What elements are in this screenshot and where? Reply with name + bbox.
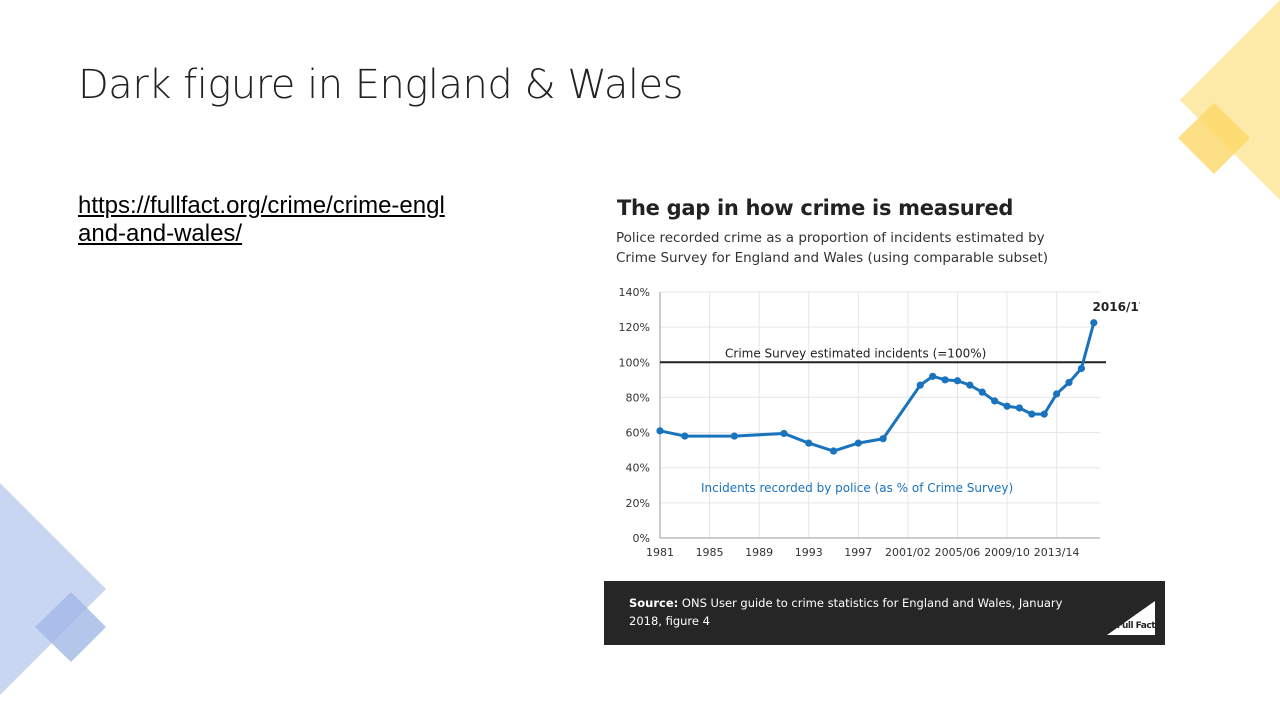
data-point	[953, 377, 962, 385]
data-point	[1003, 402, 1011, 410]
x-tick-label: 2013/14	[1034, 546, 1080, 559]
data-point	[1053, 390, 1061, 398]
data-point	[829, 447, 838, 455]
series-label: Incidents recorded by police (as % of Cr…	[701, 481, 1013, 495]
data-point	[1015, 404, 1024, 412]
deco-diamond-top-right-small	[1178, 103, 1250, 174]
data-point	[1077, 364, 1086, 373]
y-tick-label: 60%	[626, 427, 650, 440]
page-title: Dark figure in England & Wales	[78, 62, 683, 108]
x-tick-label: 2001/02	[885, 546, 931, 559]
data-point	[1065, 378, 1073, 387]
series-incidents-recorded	[656, 319, 1098, 455]
annotation-label: 2016/17	[1093, 300, 1140, 314]
x-tick-label: 1993	[795, 546, 823, 559]
data-point	[656, 427, 664, 435]
y-tick-label: 40%	[626, 462, 650, 475]
x-tick-label: 1989	[745, 546, 773, 559]
full-fact-logo	[1107, 601, 1155, 635]
y-tick-label: 20%	[626, 497, 650, 510]
deco-diamond-bottom-left	[0, 483, 106, 695]
y-tick-label: 120%	[619, 321, 650, 334]
line-chart: 0%20%40%60%80%100%120%140% 1981 1985 1989 1…	[619, 286, 1140, 559]
chart-subtitle: Police recorded crime as a proportion of…	[616, 230, 1048, 266]
data-point	[1040, 410, 1048, 418]
reference-line-label: Crime Survey estimated incidents (=100%)	[725, 346, 986, 360]
data-point	[978, 388, 986, 396]
y-tick-label: 100%	[619, 356, 650, 369]
data-point	[1028, 410, 1036, 418]
chart-title: The gap in how crime is measured	[617, 196, 1014, 220]
source-label: Source:	[629, 596, 679, 610]
data-point	[941, 376, 949, 384]
data-point	[929, 372, 937, 380]
source-citation: Source: ONS User guide to crime statisti…	[629, 594, 1089, 630]
chart-grid	[659, 291, 1100, 539]
x-tick-label: 2009/10	[984, 546, 1030, 559]
full-fact-logo-text: Full Fact	[1116, 621, 1156, 631]
data-point	[916, 381, 924, 389]
data-point	[681, 432, 689, 440]
data-point	[854, 439, 862, 447]
data-point	[879, 435, 887, 443]
data-point	[991, 397, 999, 405]
source-link[interactable]: https://fullfact.org/crime/crime-england…	[78, 192, 445, 247]
deco-diamond-top-right	[1180, 0, 1280, 200]
x-axis-ticks: 1981 1985 1989 1993 1997 2001/02 2005/06 2009/1…	[646, 546, 1079, 559]
y-tick-label: 0%	[633, 532, 650, 545]
x-tick-label: 2005/06	[935, 546, 981, 559]
data-point	[1090, 319, 1098, 327]
y-tick-label: 140%	[619, 286, 650, 299]
source-text: ONS User guide to crime statistics for E…	[629, 596, 1063, 628]
x-tick-label: 1985	[696, 546, 724, 559]
y-tick-label: 80%	[626, 391, 650, 404]
deco-diamond-bottom-left-small	[35, 592, 106, 662]
x-tick-label: 1997	[844, 546, 872, 559]
data-point	[805, 439, 813, 447]
data-point	[780, 429, 788, 438]
data-point	[730, 432, 738, 440]
data-point	[966, 381, 974, 389]
source-bar: Source: ONS User guide to crime statisti…	[604, 581, 1165, 645]
series-line	[659, 322, 1096, 453]
x-tick-label: 1981	[646, 546, 674, 559]
y-axis-ticks: 0% 20% 40% 60% 80% 100% 120% 140%	[619, 286, 650, 545]
